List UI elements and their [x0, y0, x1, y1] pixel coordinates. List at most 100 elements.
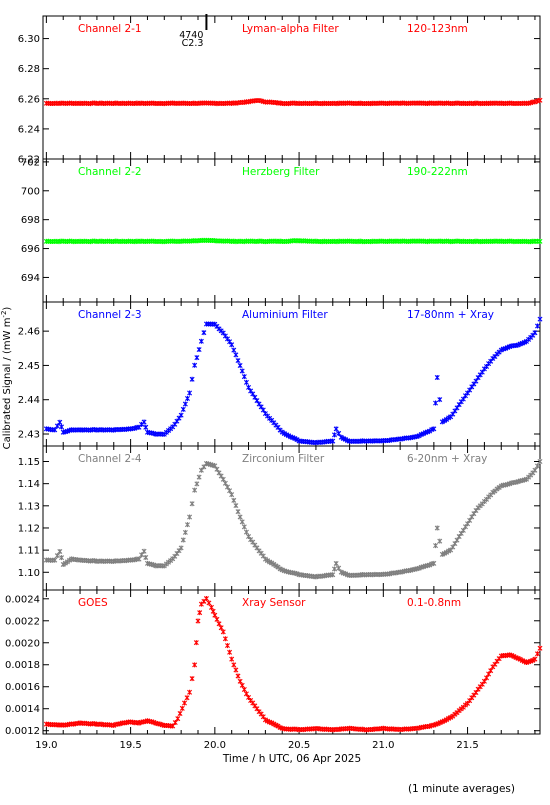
data-point — [172, 720, 178, 726]
data-point — [237, 514, 243, 520]
data-point — [235, 673, 241, 679]
data-point — [214, 616, 220, 622]
data-point — [201, 464, 207, 470]
data-point — [537, 316, 543, 322]
data-point — [241, 687, 247, 693]
data-point — [197, 610, 203, 616]
data-point — [179, 705, 185, 711]
data-point — [484, 675, 489, 681]
filter-label: Xray Sensor — [242, 597, 306, 609]
data-point — [431, 426, 437, 432]
data-point — [184, 395, 190, 401]
band-label: 120-123nm — [407, 23, 468, 35]
data-point — [235, 509, 241, 515]
data-point — [488, 668, 494, 674]
data-point — [143, 424, 149, 430]
panel-frame — [42, 301, 541, 447]
filter-label: Herzberg Filter — [242, 166, 320, 178]
y-tick-label: 2.44 — [18, 395, 40, 406]
data-point — [182, 700, 188, 706]
channel-label: Channel 2-3 — [78, 309, 142, 321]
panel-1: 6.22 6.24 6.26 6.28 6.30 Channel 2-1 Lyman-alp… — [18, 15, 543, 166]
data-point — [239, 682, 245, 688]
data-point — [177, 710, 183, 716]
data-point — [203, 596, 209, 602]
panel-5: 0.0012 0.0014 0.0016 0.0018 0.0020 0.0022 0.00… — [5, 589, 543, 737]
y-tick-label: 1.15 — [18, 457, 40, 468]
data-point — [534, 463, 540, 469]
data-point — [216, 621, 222, 627]
y-tick-label: 2.46 — [18, 327, 40, 338]
panel-3: 2.43 2.44 2.45 2.46 Channel 2-3 Aluminium Fil… — [18, 301, 543, 447]
data-point — [235, 358, 241, 364]
data-point — [227, 649, 233, 655]
data-point — [237, 678, 243, 684]
data-point — [254, 706, 260, 712]
channel-label: Channel 2-1 — [78, 23, 142, 35]
data-point — [248, 388, 254, 394]
data-point — [182, 401, 188, 407]
data-point — [431, 560, 437, 566]
data-point — [222, 636, 228, 642]
y-tick-label: 6.22 — [18, 155, 40, 166]
data-series — [43, 459, 543, 580]
data-point — [330, 438, 336, 444]
y-tick-label: 0.0014 — [5, 704, 40, 715]
data-point — [336, 565, 342, 571]
data-point — [143, 554, 149, 560]
data-point — [189, 376, 195, 382]
data-point — [139, 552, 145, 558]
data-point — [187, 689, 193, 695]
y-tick-label: 700 — [21, 186, 40, 197]
y-tick-label: 1.10 — [18, 568, 40, 579]
data-point — [534, 651, 540, 657]
y-axis-label-main: Calibrated Signal / (mW m — [2, 318, 13, 450]
data-point — [176, 415, 182, 421]
y-tick-label: 0.0012 — [5, 726, 40, 737]
data-point — [220, 476, 226, 482]
data-point — [198, 338, 204, 344]
data-point — [198, 467, 204, 473]
data-point — [229, 342, 235, 348]
data-point — [331, 566, 337, 572]
data-point — [54, 423, 60, 429]
data-point — [218, 625, 224, 631]
channel-label: Channel 2-4 — [78, 453, 142, 465]
data-point — [194, 481, 200, 487]
data-point — [141, 548, 147, 554]
data-point — [537, 645, 543, 651]
data-point — [180, 537, 186, 543]
data-point — [532, 656, 538, 662]
data-point — [189, 676, 195, 682]
data-point — [434, 525, 440, 531]
data-point — [448, 547, 454, 553]
data-point — [220, 629, 226, 635]
y-axis-label-sup: -2 — [0, 311, 8, 318]
y-tick-label: 0.0018 — [5, 660, 40, 671]
data-point — [239, 519, 245, 525]
band-label: 190-222nm — [407, 166, 468, 178]
data-point — [237, 363, 243, 369]
data-point — [537, 97, 543, 103]
data-point — [437, 397, 443, 403]
filter-label: Zirconium Filter — [242, 453, 325, 465]
data-series — [43, 596, 543, 733]
panel-frame — [42, 589, 541, 735]
data-point — [192, 362, 198, 368]
band-label: 6-20nm + Xray — [407, 453, 487, 465]
data-point — [192, 662, 198, 668]
data-point — [231, 497, 237, 503]
x-tick-label: 20.5 — [288, 740, 310, 751]
data-point — [170, 723, 176, 729]
data-point — [231, 662, 237, 668]
y-tick-label: 6.30 — [18, 34, 40, 45]
y-tick-label: 0.0022 — [5, 616, 40, 627]
data-point — [187, 514, 193, 520]
y-axis-label-close: ) — [2, 307, 13, 311]
data-point — [182, 529, 188, 535]
data-point — [180, 406, 186, 412]
y-tick-label: 1.14 — [18, 479, 40, 490]
data-point — [330, 572, 336, 578]
data-point — [537, 238, 543, 244]
data-point — [201, 330, 207, 336]
